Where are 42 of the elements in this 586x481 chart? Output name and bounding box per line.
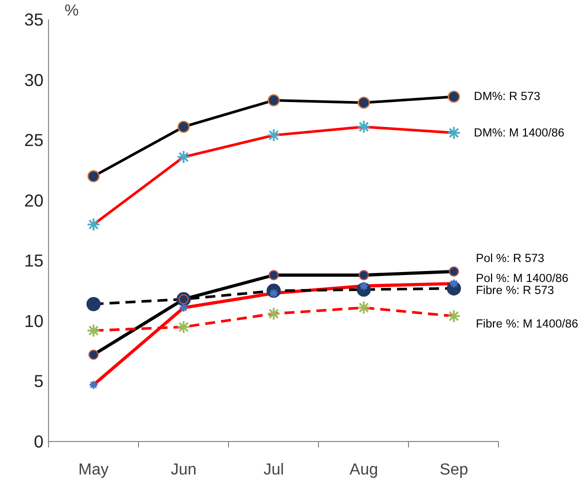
point [446,126,461,140]
point [268,270,279,280]
point [176,320,191,334]
point [266,128,281,142]
point [176,150,191,164]
point [86,218,100,232]
point [358,96,370,109]
point [448,266,459,277]
point [178,120,190,133]
point [86,296,101,312]
point [88,350,99,360]
x-tick-label: Jul [263,462,284,478]
x-tick-label: Sep [440,462,468,478]
x-tick-label: Jun [170,462,197,478]
y-tick-label: 30 [24,70,44,90]
y-tick-label: 20 [24,190,44,210]
y-tick-label: 10 [24,310,44,331]
series-label: Pol %: R 573 [476,252,544,265]
point [448,90,460,103]
x-tick-label: May [78,462,109,478]
point [356,120,371,134]
point [356,300,371,315]
point [88,380,98,390]
point [86,324,100,338]
series-label: Pol %: M 1400/86 [476,272,568,286]
x-tick-label: Aug [350,462,378,478]
y-tick-label: 5 [34,371,44,392]
series-label: Fibre %: M 1400/86 [476,318,578,331]
y-tick-label: 25 [24,130,44,150]
y-tick-label: 35 [24,10,44,30]
series-label: Fibre %: R 573 [476,284,554,297]
point [358,270,369,280]
point [266,306,281,321]
y-tick-label: 15 [24,250,44,271]
y-tick-label: 0 [34,432,44,452]
point [178,302,189,313]
y-axis-title: % [64,2,79,20]
series-label: DM%: R 573 [474,90,540,104]
series-label: DM%: M 1400/86 [474,126,564,140]
point [446,309,461,324]
point [87,170,100,182]
point [268,94,280,106]
